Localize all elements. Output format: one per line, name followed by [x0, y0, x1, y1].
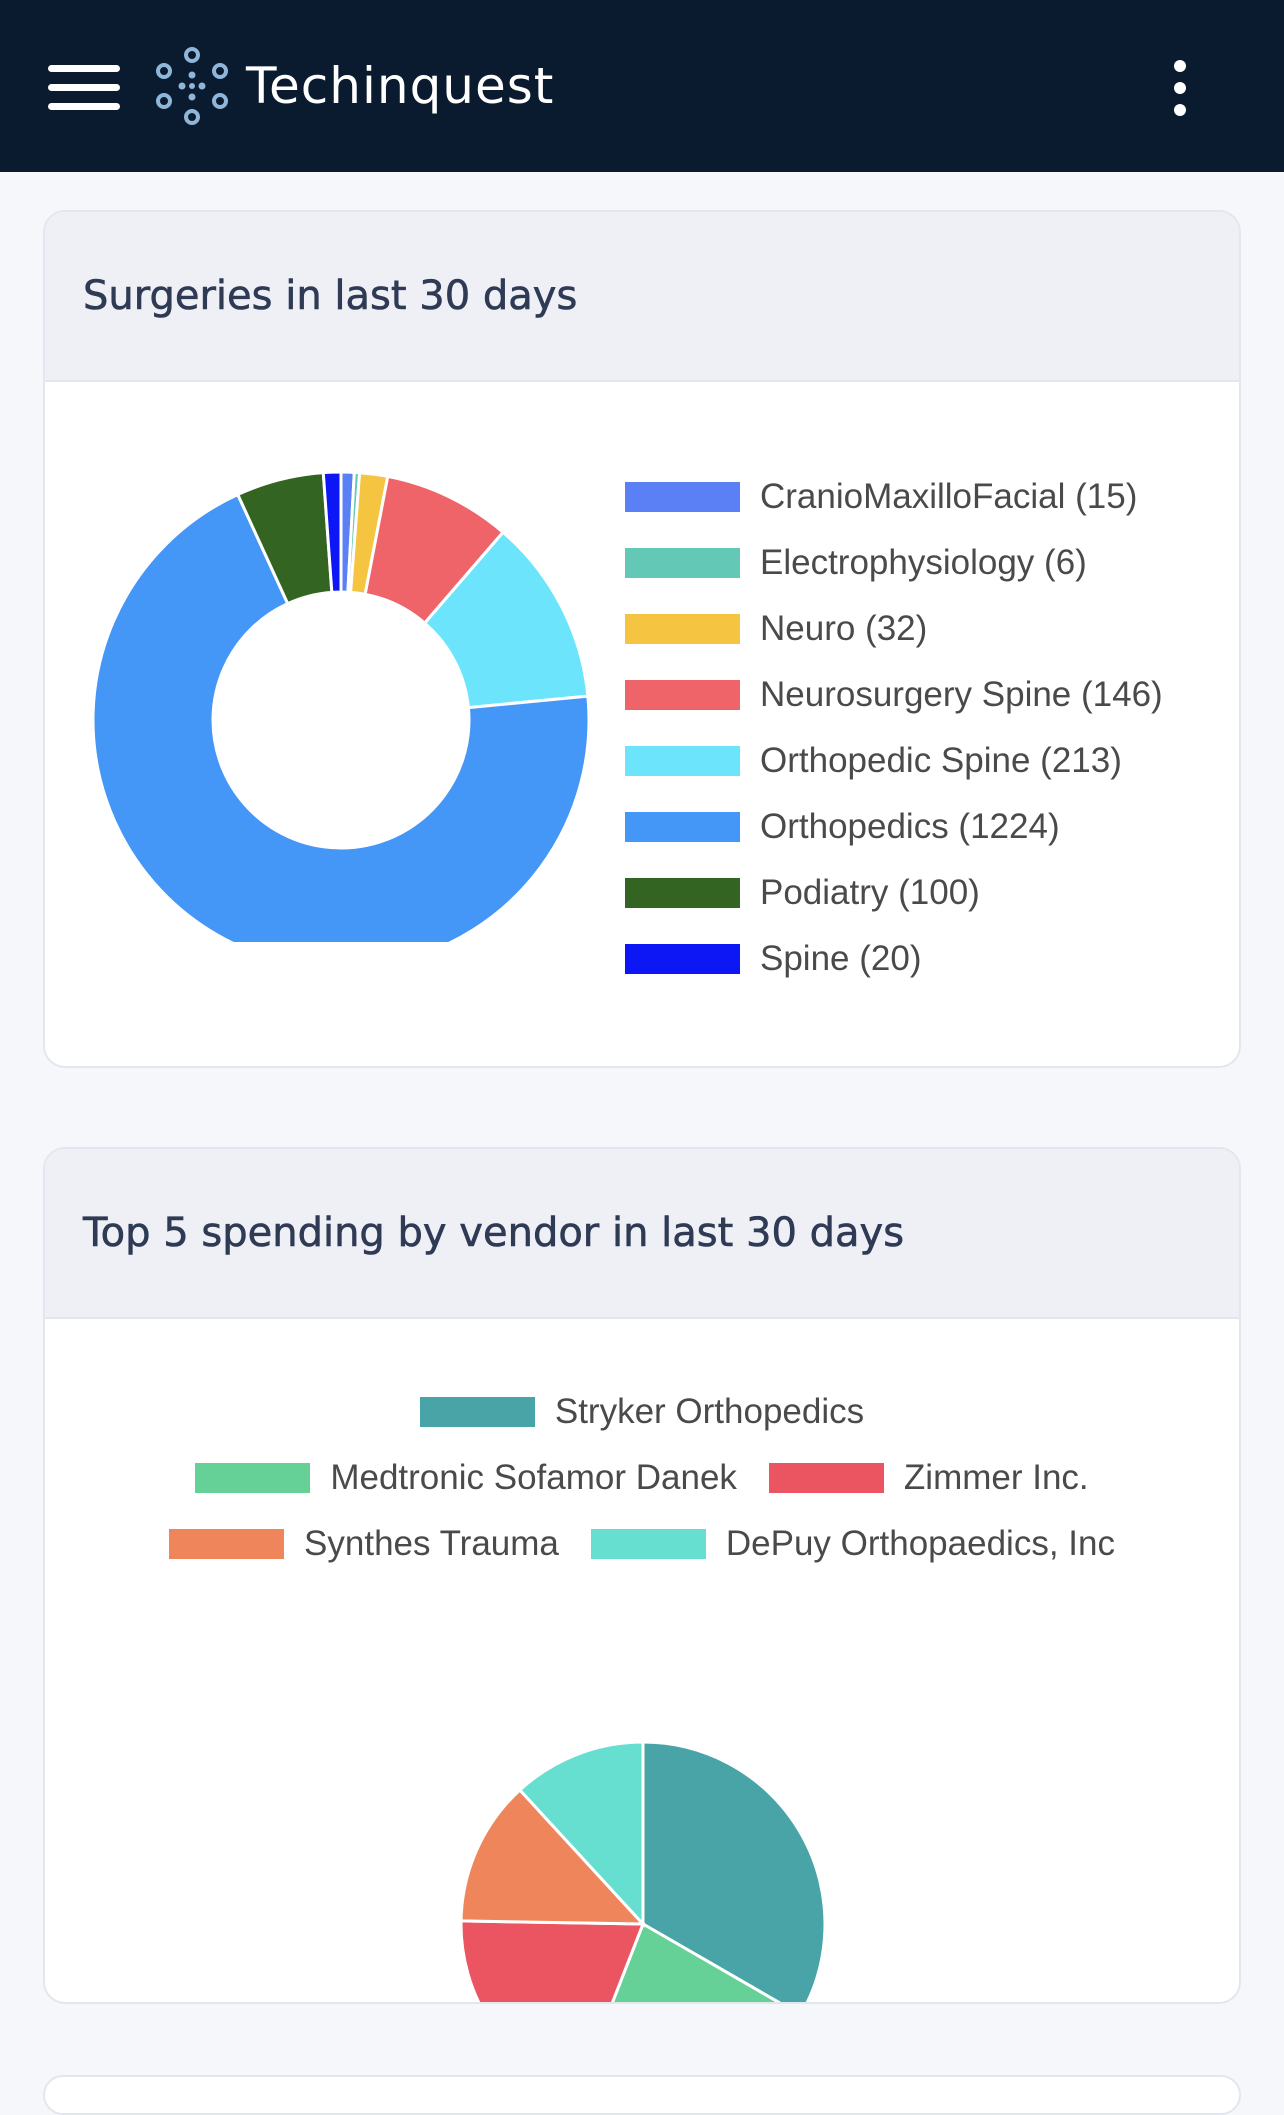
surgeries-legend-item-orthopedic-spine[interactable]: Orthopedic Spine (213): [625, 728, 1163, 794]
vendor-slice-depuy-orthopaedics-inc[interactable]: [517, 1740, 645, 1928]
surgeries-legend-swatch: [625, 878, 740, 908]
vertical-dots-icon[interactable]: [1160, 56, 1200, 120]
next-card: [43, 2075, 1241, 2115]
surgeries-legend-item-orthopedics[interactable]: Orthopedics (1224): [625, 794, 1163, 860]
vendor-slice-medtronic-sofamor-danek[interactable]: [577, 1921, 801, 2004]
surgeries-legend-label: CranioMaxilloFacial (15): [760, 477, 1138, 516]
surgeries-legend-label: Podiatry (100): [760, 873, 980, 912]
top-app-bar: Techinquest: [0, 0, 1284, 172]
surgeries-legend-item-craniomaxillofacial[interactable]: CranioMaxilloFacial (15): [625, 464, 1163, 530]
vendor-legend-item-depuy-orthopaedics-inc[interactable]: DePuy Orthopaedics, Inc: [590, 1524, 1115, 1564]
surgeries-legend-label: Neurosurgery Spine (146): [760, 675, 1163, 714]
vendor-legend-swatch: [419, 1397, 535, 1427]
vendor-legend: Stryker Orthopedics Medtronic Sofamor Dan…: [45, 1379, 1239, 1577]
surgeries-slice-orthopedics[interactable]: [91, 492, 591, 942]
surgeries-doughnut-chart[interactable]: [45, 382, 605, 942]
surgeries-card-title: Surgeries in last 30 days: [83, 273, 578, 320]
vendor-card-header: Top 5 spending by vendor in last 30 days: [45, 1149, 1239, 1319]
vendor-legend-label: Synthes Trauma: [304, 1524, 559, 1563]
vendor-legend-swatch: [590, 1529, 706, 1559]
surgeries-legend-swatch: [625, 482, 740, 512]
surgeries-legend-item-neuro[interactable]: Neuro (32): [625, 596, 1163, 662]
surgeries-legend-swatch: [625, 614, 740, 644]
vendor-spending-card: Top 5 spending by vendor in last 30 days…: [43, 1147, 1241, 2004]
vendor-slice-zimmer-inc[interactable]: [459, 1919, 646, 2004]
surgeries-legend-item-spine[interactable]: Spine (20): [625, 926, 1163, 992]
surgeries-card-header: Surgeries in last 30 days: [45, 212, 1239, 382]
vendor-card-title: Top 5 spending by vendor in last 30 days: [83, 1210, 905, 1257]
vendor-legend-label: Zimmer Inc.: [903, 1458, 1089, 1497]
vendor-slice-stryker-orthopedics[interactable]: [641, 1740, 827, 2004]
surgeries-legend-label: Orthopedics (1224): [760, 807, 1060, 846]
surgeries-legend-swatch: [625, 944, 740, 974]
surgeries-legend-item-podiatry[interactable]: Podiatry (100): [625, 860, 1163, 926]
surgeries-legend-swatch: [625, 680, 740, 710]
vendor-pie-chart[interactable]: [45, 1319, 1239, 2004]
surgeries-legend-label: Neuro (32): [760, 609, 928, 648]
vendor-legend-row: Medtronic Sofamor Danek Zimmer Inc.: [45, 1445, 1239, 1511]
vendor-legend-item-synthes-trauma[interactable]: Synthes Trauma: [169, 1524, 559, 1564]
surgeries-legend-label: Electrophysiology (6): [760, 543, 1087, 582]
vendor-legend-item-zimmer-inc[interactable]: Zimmer Inc.: [768, 1458, 1089, 1498]
surgeries-legend-swatch: [625, 746, 740, 776]
surgeries-legend-label: Spine (20): [760, 939, 922, 978]
vendor-legend-swatch: [195, 1463, 311, 1493]
app-brand-name: Techinquest: [246, 57, 555, 115]
surgeries-legend-swatch: [625, 812, 740, 842]
vendor-legend-swatch: [768, 1463, 884, 1493]
surgeries-legend-label: Orthopedic Spine (213): [760, 741, 1122, 780]
surgeries-legend: CranioMaxilloFacial (15) Electrophysiolog…: [625, 464, 1163, 992]
vendor-legend-item-stryker-orthopedics[interactable]: Stryker Orthopedics: [419, 1392, 865, 1432]
surgeries-legend-item-neurosurgery-spine[interactable]: Neurosurgery Spine (146): [625, 662, 1163, 728]
hamburger-menu-icon[interactable]: [48, 62, 120, 114]
surgeries-card: Surgeries in last 30 days CranioMaxilloF…: [43, 210, 1241, 1068]
surgeries-legend-swatch: [625, 548, 740, 578]
vendor-legend-label: Stryker Orthopedics: [554, 1392, 865, 1431]
dots-logo-icon: [156, 47, 228, 125]
vendor-legend-item-medtronic-sofamor-danek[interactable]: Medtronic Sofamor Danek: [195, 1458, 737, 1498]
vendor-legend-label: DePuy Orthopaedics, Inc: [725, 1524, 1115, 1563]
vendor-legend-label: Medtronic Sofamor Danek: [330, 1458, 737, 1497]
vendor-legend-swatch: [169, 1529, 285, 1559]
vendor-legend-row: Stryker Orthopedics: [45, 1379, 1239, 1445]
vendor-legend-row: Synthes Trauma DePuy Orthopaedics, Inc: [45, 1511, 1239, 1577]
surgeries-legend-item-electrophysiology[interactable]: Electrophysiology (6): [625, 530, 1163, 596]
surgeries-slice-spine[interactable]: [321, 470, 343, 594]
vendor-slice-synthes-trauma[interactable]: [459, 1787, 647, 1926]
